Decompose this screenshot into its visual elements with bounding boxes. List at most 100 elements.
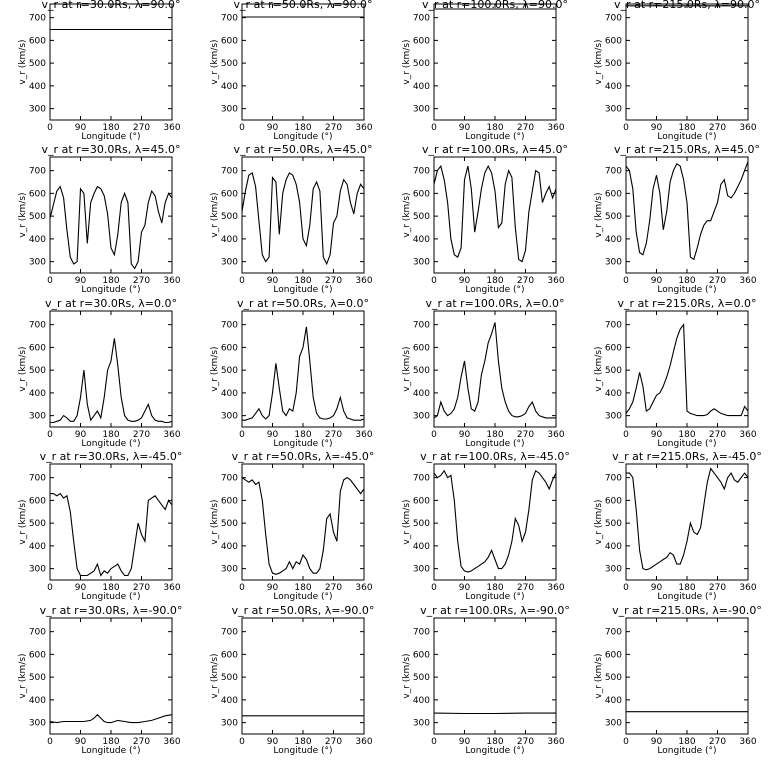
y-tick-label: 700 (221, 474, 238, 484)
y-tick-label: 600 (29, 496, 46, 506)
panel-title: v_r at r=30.0Rs, λ=-45.0° (40, 450, 183, 463)
x-axis-label: Longitude (°) (273, 285, 332, 295)
x-tick-label: 360 (739, 583, 756, 593)
y-tick-label: 700 (413, 167, 430, 177)
x-tick-label: 270 (325, 737, 342, 747)
x-tick-label: 180 (678, 276, 695, 286)
y-axis-label: v_r (km/s) (18, 653, 28, 698)
y-axis-label: v_r (km/s) (210, 192, 220, 237)
y-tick-label: 400 (29, 696, 46, 706)
panel-title: v_r at r=100.0Rs, λ=0.0° (426, 297, 565, 310)
y-tick-label: 700 (605, 14, 622, 24)
y-tick-label: 400 (413, 542, 430, 552)
y-axis-label: v_r (km/s) (402, 499, 412, 544)
x-tick-label: 90 (459, 430, 471, 440)
x-tick-label: 0 (239, 430, 245, 440)
x-tick-label: 90 (459, 276, 471, 286)
y-tick-label: 400 (413, 389, 430, 399)
y-tick-label: 300 (29, 258, 46, 268)
x-tick-label: 180 (486, 737, 503, 747)
x-tick-label: 360 (163, 276, 180, 286)
x-tick-label: 270 (133, 583, 150, 593)
x-tick-label: 0 (47, 737, 53, 747)
x-axis-label: Longitude (°) (657, 439, 716, 449)
y-tick-label: 400 (413, 696, 430, 706)
y-tick-label: 500 (29, 59, 46, 69)
y-tick-label: 500 (413, 366, 430, 376)
x-tick-label: 180 (102, 276, 119, 286)
y-tick-label: 400 (221, 696, 238, 706)
x-tick-label: 270 (517, 583, 534, 593)
y-tick-label: 400 (221, 542, 238, 552)
x-tick-label: 360 (739, 737, 756, 747)
y-tick-label: 700 (29, 167, 46, 177)
plot-frame (49, 3, 173, 121)
panel-title: v_r at r=215.0Rs, λ=-90.0° (612, 604, 762, 617)
x-axis-label: Longitude (°) (273, 592, 332, 602)
y-tick-label: 400 (29, 542, 46, 552)
x-tick-label: 270 (709, 430, 726, 440)
y-tick-label: 500 (413, 673, 430, 683)
x-tick-label: 180 (102, 430, 119, 440)
x-tick-label: 180 (486, 123, 503, 133)
y-tick-label: 600 (605, 189, 622, 199)
x-tick-label: 90 (75, 276, 87, 286)
series-line (242, 326, 365, 421)
x-tick-label: 90 (75, 430, 87, 440)
y-tick-label: 300 (221, 565, 238, 575)
x-tick-label: 270 (133, 123, 150, 133)
y-tick-label: 500 (221, 59, 238, 69)
y-tick-label: 600 (29, 650, 46, 660)
plot-frame (625, 3, 749, 121)
plot-frame (625, 617, 749, 735)
x-tick-label: 90 (459, 123, 471, 133)
x-tick-label: 360 (739, 276, 756, 286)
y-tick-label: 300 (221, 105, 238, 115)
series-line (50, 492, 173, 577)
x-tick-label: 270 (709, 583, 726, 593)
panel-title: v_r at r=50.0Rs, λ=-90.0° (232, 604, 375, 617)
y-axis-label: v_r (km/s) (18, 499, 28, 544)
y-axis-label: v_r (km/s) (18, 192, 28, 237)
y-tick-label: 400 (605, 696, 622, 706)
panel-2: v_r at r=50.0Rs, λ=90.0°0 90 180 270 3603004… (210, 0, 373, 142)
plot-frame (433, 3, 557, 121)
x-tick-label: 90 (651, 737, 663, 747)
x-axis-label: Longitude (°) (465, 592, 524, 602)
panel-14: v_r at r=50.0Rs, λ=-45.0° 0 90 180 270 360 300… (210, 450, 374, 602)
series-line (241, 172, 365, 266)
y-tick-label: 500 (29, 212, 46, 222)
y-tick-label: 600 (221, 36, 238, 46)
y-tick-label: 500 (221, 673, 238, 683)
panel-title: v_r at r=30.0Rs, λ=45.0° (42, 143, 181, 156)
y-axis-label: v_r (km/s) (18, 346, 28, 391)
x-tick-label: 0 (47, 430, 53, 440)
x-tick-label: 90 (267, 123, 279, 133)
y-tick-label: 700 (605, 474, 622, 484)
y-axis-label: v_r (km/s) (402, 653, 412, 698)
y-tick-label: 500 (413, 519, 430, 529)
series-line (241, 476, 365, 575)
y-axis-label: v_r (km/s) (210, 346, 220, 391)
y-tick-label: 700 (413, 474, 430, 484)
plot-frame (433, 156, 557, 274)
y-tick-label: 700 (29, 628, 46, 638)
y-tick-label: 700 (413, 321, 430, 331)
y-tick-label: 700 (413, 14, 430, 24)
panel-13: v_r at r=30.0Rs, λ=-45.0° 0 90 180 270 360 300… (18, 450, 182, 602)
x-axis-label: Longitude (°) (81, 132, 140, 142)
y-tick-label: 400 (605, 235, 622, 245)
series-line (625, 323, 749, 417)
x-tick-label: 180 (294, 123, 311, 133)
panel-title: v_r at r=215.0Rs, λ=45.0° (614, 143, 760, 156)
x-tick-label: 0 (239, 123, 245, 133)
y-axis-label: v_r (km/s) (402, 346, 412, 391)
plot-frame (625, 156, 749, 274)
y-tick-label: 400 (605, 542, 622, 552)
x-tick-label: 90 (267, 737, 279, 747)
plot-frame (49, 617, 173, 735)
x-tick-label: 270 (709, 737, 726, 747)
x-tick-label: 90 (267, 583, 279, 593)
y-tick-label: 500 (413, 212, 430, 222)
